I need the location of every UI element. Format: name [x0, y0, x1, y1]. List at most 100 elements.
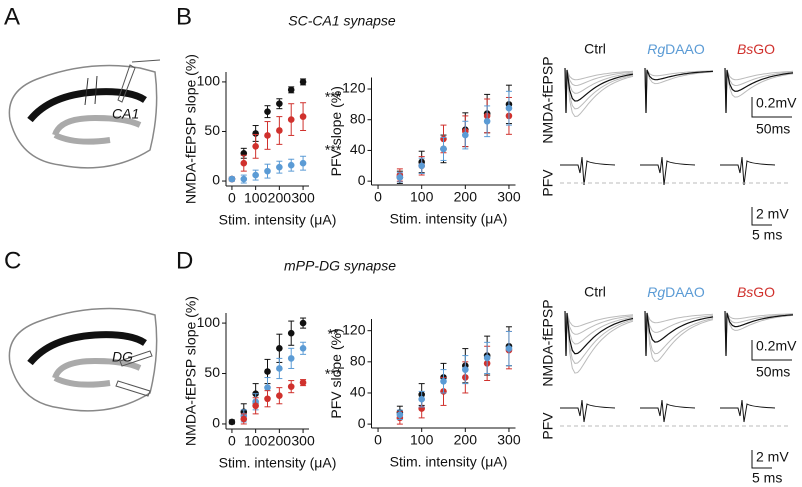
y-axis-label: PFV slope (%)	[328, 86, 344, 176]
x-tick-label: 300	[497, 432, 521, 448]
data-point	[299, 379, 307, 386]
scale-bar	[751, 207, 772, 226]
trace	[724, 310, 794, 357]
trace	[724, 67, 794, 114]
scale-label: 0.2mV	[756, 338, 797, 354]
trace	[724, 67, 794, 114]
trace	[644, 67, 714, 114]
y-tick-label: 100	[197, 73, 221, 89]
scale-label: 50ms	[756, 121, 790, 137]
data-point	[228, 175, 236, 183]
trace	[560, 156, 616, 186]
trace	[644, 67, 714, 114]
trace	[564, 310, 634, 364]
region-label: CA1	[112, 106, 139, 122]
y-axis-label: NMDA-fEPSP slope (%)	[183, 54, 199, 204]
data-point	[264, 395, 271, 403]
trace-header: BsGO	[737, 41, 775, 57]
trace	[720, 156, 776, 186]
x-tick-label: 100	[410, 189, 434, 205]
trace	[724, 67, 794, 114]
trace	[564, 310, 634, 357]
trace	[644, 310, 714, 357]
data-point	[299, 113, 307, 120]
panel-label: B	[176, 3, 192, 30]
x-axis-label: Stim. intensity (μA)	[219, 212, 337, 228]
trace	[644, 310, 714, 357]
data-point	[287, 355, 295, 362]
data-point	[396, 411, 404, 419]
trace	[720, 399, 776, 423]
trace	[564, 67, 634, 114]
trace	[640, 399, 696, 423]
scale-label: 0.2mV	[756, 95, 797, 111]
x-tick-label: 0	[374, 189, 382, 205]
data-point	[276, 392, 283, 400]
significance-label: ***	[325, 142, 342, 158]
data-point	[252, 130, 259, 137]
data-point	[299, 345, 307, 352]
x-tick-label: 300	[291, 190, 315, 206]
x-tick-label: 200	[454, 189, 478, 205]
data-point	[287, 329, 295, 337]
trace-header: BsGO	[737, 284, 775, 300]
data-point	[252, 402, 259, 410]
data-point	[418, 162, 425, 170]
y-tick-label: 50	[204, 364, 220, 380]
x-axis-label: Stim. intensity (μA)	[219, 455, 337, 471]
data-point	[228, 418, 236, 426]
x-tick-label: 300	[497, 189, 521, 205]
trace-label: PFV	[540, 412, 556, 440]
y-tick-label: 120	[342, 80, 366, 96]
trace-header-italic: Bs	[737, 41, 753, 57]
hippocampus-schematic: CA1	[8, 59, 161, 169]
data-point	[299, 159, 307, 167]
scale-bar	[751, 97, 792, 118]
data-point	[440, 145, 447, 153]
y-axis-label: PFV slope (%)	[328, 328, 344, 418]
y-tick-label: 40	[350, 384, 366, 400]
y-tick-label: 0	[212, 415, 220, 431]
y-tick-label: 0	[212, 172, 220, 188]
data-point	[264, 108, 271, 115]
data-point	[264, 167, 271, 175]
trace-label: NMDA-fEPSP	[540, 299, 556, 386]
significance-label: **	[328, 326, 339, 342]
scale-label: 5 ms	[752, 470, 782, 486]
y-tick-label: 80	[350, 353, 366, 369]
data-point	[276, 100, 283, 108]
data-point	[287, 161, 295, 169]
data-point	[287, 116, 295, 123]
trace-header-rest: DAAO	[665, 284, 705, 300]
significance-label: ***	[325, 89, 342, 105]
trace	[564, 310, 634, 357]
panel-label: C	[4, 247, 21, 274]
trace-header-italic: Rg	[647, 41, 665, 57]
x-tick-label: 300	[291, 433, 315, 449]
data-point	[287, 86, 295, 94]
synapse-title: mPP-DG synapse	[284, 258, 396, 274]
trace	[564, 67, 634, 118]
trace	[724, 310, 794, 357]
data-point	[252, 171, 259, 179]
scale-label: 50ms	[756, 364, 790, 380]
scale-label: 2 mV	[756, 206, 789, 222]
hippocampus-schematic: DG	[8, 307, 158, 412]
trace	[644, 310, 714, 357]
data-point	[276, 127, 283, 134]
y-axis-label: NMDA-fEPSP slope (%)	[183, 296, 199, 446]
y-tick-label: 40	[350, 141, 366, 157]
data-point	[264, 368, 271, 375]
data-point	[418, 395, 425, 403]
trace-label: NMDA-fEPSP	[540, 56, 556, 143]
data-point	[252, 143, 259, 150]
data-point	[505, 104, 513, 112]
data-point	[462, 366, 469, 373]
panel-label: D	[176, 247, 193, 274]
x-tick-label: 200	[454, 432, 478, 448]
trace-header-italic: Rg	[647, 284, 665, 300]
data-point	[240, 159, 248, 167]
trace	[724, 310, 794, 357]
trace-label: PFV	[540, 169, 556, 197]
trace	[560, 399, 616, 423]
